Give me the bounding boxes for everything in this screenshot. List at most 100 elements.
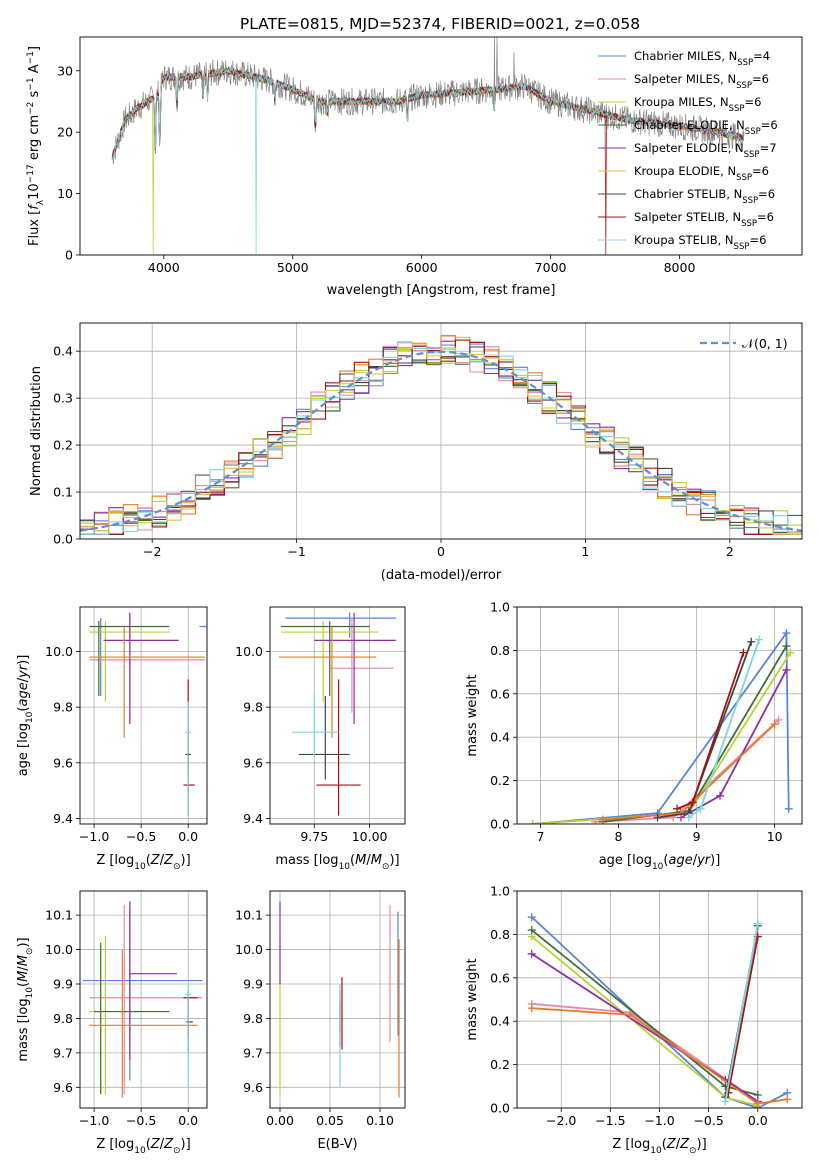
- legend-sub: SSP: [734, 242, 750, 252]
- series-line: [531, 1007, 788, 1105]
- legend-label: Kroupa ELODIE, NSSP=6: [634, 164, 769, 183]
- legend-label: Salpeter MILES, NSSP=6: [634, 72, 769, 91]
- weight-series: [673, 648, 748, 813]
- y-tick-label: 1.0: [490, 600, 510, 615]
- y-tick-label: 0: [65, 248, 73, 263]
- label-part: M: [16, 955, 31, 966]
- y-tick-label: 10.1: [235, 908, 263, 923]
- label-part: (: [146, 1137, 151, 1152]
- label-part: age [log: [599, 853, 652, 868]
- legend-label: Chabrier MILES, NSSP=4: [634, 49, 770, 68]
- y-tick-label: 0.8: [490, 643, 510, 658]
- axes-frame: [516, 890, 803, 1109]
- x-tick-label: −0.5: [126, 829, 156, 844]
- panel-spectrum: 4000 5000 6000 7000 8000 0 10 20 30 Chabrier MILE…: [26, 36, 803, 298]
- x-tick-label: 0.0: [178, 1113, 198, 1128]
- label-part: (: [662, 1137, 667, 1152]
- plot-area: [80, 323, 802, 539]
- data-point: [89, 904, 203, 1095]
- spectrum-data-line: [111, 37, 745, 165]
- label-part: age: [16, 682, 31, 706]
- label-part: M: [16, 971, 31, 982]
- y-axis-label: mass [log10(M/M⊙)]: [16, 937, 35, 1061]
- y-tick-label: 0.2: [490, 773, 510, 788]
- x-tick-label: 4000: [148, 260, 180, 275]
- label-part: Z: [150, 1137, 161, 1152]
- y-tick-label: 0.2: [53, 438, 73, 453]
- label-part: ⊙: [25, 948, 35, 956]
- label-part: mass [log: [275, 853, 338, 868]
- series-marker: [770, 720, 779, 729]
- label-part: yr: [16, 663, 31, 679]
- x-tick-label: 10: [767, 829, 783, 844]
- x-axis-label: mass [log10(M/M⊙)]: [275, 853, 399, 872]
- axes-frame: [79, 322, 803, 540]
- label-part: −17: [26, 164, 36, 183]
- legend-text: Salpeter ELODIE, N: [634, 141, 744, 155]
- axes-frame: [79, 606, 208, 825]
- data-point: [185, 701, 192, 816]
- legend-suffix: =6: [744, 95, 761, 109]
- label-part: age: [668, 853, 692, 868]
- series-marker: [688, 798, 697, 807]
- panel-mass-vs-EBV: 0.00 0.05 0.10 9.6 9.7 9.8 9.9 10.0 10.1 E(B-V): [235, 890, 406, 1152]
- label-part: (: [146, 853, 151, 868]
- spectrum-legend: Chabrier MILES, NSSP=4 Salpeter MILES, NS…: [598, 49, 778, 252]
- x-tick-label: −1.0: [644, 1113, 674, 1128]
- legend-text: Chabrier STELIB, N: [634, 187, 742, 201]
- y-tick-label: 0.0: [53, 532, 73, 547]
- x-axis-label: (data-model)/error: [381, 568, 502, 583]
- label-part: /: [160, 1137, 165, 1152]
- y-tick-label: 0.1: [53, 485, 73, 500]
- legend-suffix: =6: [752, 72, 769, 86]
- series-line: [688, 639, 760, 819]
- label-part: /: [366, 853, 371, 868]
- series-marker: [774, 715, 783, 724]
- series-marker: [783, 1095, 792, 1104]
- label-part: 10: [652, 862, 664, 872]
- label-part: ]: [27, 46, 42, 51]
- data-point: [94, 942, 170, 1095]
- y-tick-label: 10.0: [45, 644, 73, 659]
- y-tick-label: 9.4: [53, 811, 73, 826]
- label-part: 10: [339, 862, 351, 872]
- figure-title: PLATE=0815, MJD=52374, FIBERID=0021, z=0…: [240, 15, 640, 33]
- data-point: [285, 612, 397, 638]
- x-tick-label: −0.5: [693, 1113, 723, 1128]
- legend-text: Kroupa ELODIE, N: [634, 164, 736, 178]
- y-tick-label: 9.4: [243, 811, 263, 826]
- label-part: 10: [650, 1146, 662, 1156]
- axes-frame: [269, 890, 406, 1109]
- data-point: [281, 620, 370, 697]
- y-tick-label: 0.6: [490, 970, 510, 985]
- data-point: [292, 693, 339, 758]
- histogram-series: [80, 340, 802, 535]
- x-tick-label: 9: [693, 829, 701, 844]
- y-tick-label: 9.8: [53, 1011, 73, 1026]
- y-axis-label: mass weight: [465, 958, 480, 1040]
- x-tick-label: 7000: [535, 260, 567, 275]
- series-marker: [528, 820, 537, 824]
- label-part: −2: [26, 102, 36, 115]
- legend-suffix: =7: [760, 141, 777, 155]
- label-part: (: [16, 982, 31, 987]
- x-tick-label: 5000: [277, 260, 309, 275]
- x-axis-label: Z [log10(Z/Z⊙)]: [96, 853, 190, 872]
- label-part: 10: [134, 1146, 146, 1156]
- series-marker: [527, 1004, 536, 1013]
- x-tick-label: 2: [726, 544, 734, 559]
- series-marker: [653, 813, 662, 822]
- x-tick-label: −2: [143, 544, 161, 559]
- label-part: λ: [36, 199, 46, 205]
- data-point: [183, 990, 198, 1036]
- label-part: Z [log: [96, 1137, 134, 1152]
- series-marker: [684, 813, 693, 822]
- legend-text: Salpeter STELIB, N: [634, 210, 741, 224]
- plot-area: [80, 891, 207, 1108]
- y-tick-label: 0.4: [53, 344, 73, 359]
- legend-sub: SSP: [736, 81, 752, 91]
- y-tick-label: 9.7: [53, 1045, 73, 1060]
- data-point: [129, 901, 177, 1060]
